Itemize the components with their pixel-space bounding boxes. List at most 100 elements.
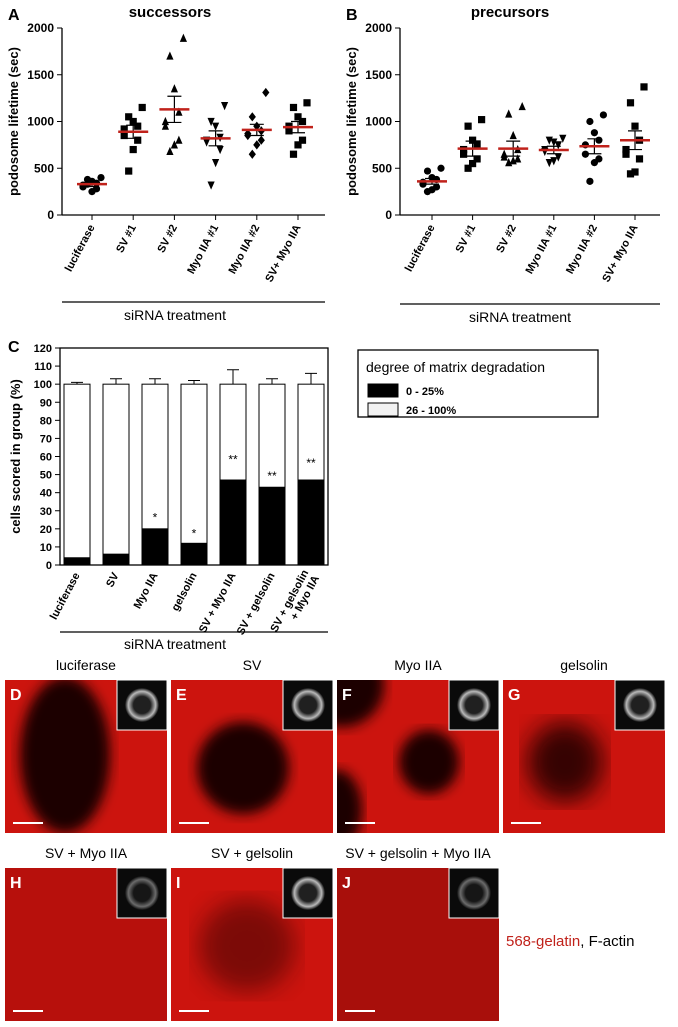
x-tick-label: Myo IIA #2 (564, 223, 600, 276)
point (120, 131, 128, 140)
micrograph: D (5, 679, 168, 833)
y-tick-label: 2000 (365, 21, 392, 35)
y-tick-label: 10 (40, 542, 52, 554)
panel-letter: G (508, 687, 520, 704)
point (216, 145, 224, 155)
image-caption: SV + gelsolin (211, 845, 293, 861)
point (207, 181, 215, 190)
x-tick-label: SV+ Myo IIA (600, 223, 640, 285)
point (212, 122, 220, 131)
point (170, 84, 178, 93)
error-bar (266, 378, 278, 385)
point (166, 146, 174, 156)
spots (20, 680, 110, 833)
x-tick-label: SV+ Myo IIA (263, 223, 303, 285)
image-caption: SV (243, 657, 262, 673)
legend-label: 26 - 100% (406, 405, 456, 417)
point (161, 121, 169, 130)
legend-title: degree of matrix degradation (366, 359, 545, 375)
significance: ** (267, 469, 277, 483)
panel-letter: B (346, 7, 358, 24)
degradation-spot (199, 900, 295, 992)
point (212, 159, 220, 168)
point (554, 153, 562, 162)
y-tick-label: 500 (372, 161, 392, 175)
category-points (120, 103, 146, 175)
panel-letter: E (176, 687, 187, 704)
point (203, 138, 211, 147)
inset-cell (623, 688, 657, 722)
panel-letter: I (176, 875, 180, 892)
x-axis-label: siRNA treatment (469, 309, 571, 325)
point (175, 107, 183, 116)
significance: * (153, 510, 158, 524)
y-tick-label: 80 (40, 415, 52, 427)
point (473, 140, 481, 148)
y-tick-label: 90 (40, 397, 52, 409)
x-tick-label: SV (104, 570, 122, 589)
spots (199, 900, 295, 992)
image-caption: SV + Myo IIA (45, 845, 128, 861)
micrograph: G (503, 679, 666, 833)
point (423, 167, 432, 175)
point (631, 122, 639, 130)
point (505, 109, 513, 118)
degradation-spot (337, 680, 384, 727)
category-points (244, 87, 270, 159)
point (257, 135, 265, 145)
point (464, 164, 472, 172)
spots (197, 722, 289, 814)
image-caption: gelsolin (560, 657, 607, 673)
point (590, 129, 599, 137)
point (294, 141, 302, 149)
point (518, 101, 526, 111)
panel-letter: D (10, 687, 22, 704)
point (586, 117, 594, 126)
point (586, 177, 594, 185)
point (134, 122, 142, 130)
bar-segment (63, 383, 91, 559)
y-tick-label: 110 (34, 361, 52, 373)
bar-segment (297, 479, 325, 566)
point (500, 152, 508, 161)
x-tick-label: SV #2 (155, 223, 180, 255)
x-tick-label: SV #1 (454, 223, 479, 255)
y-tick-label: 0 (385, 208, 392, 222)
y-tick-label: 20 (40, 524, 52, 536)
inset-cell (457, 876, 491, 910)
point (469, 159, 477, 168)
point (473, 155, 481, 163)
y-tick-label: 1000 (27, 115, 54, 129)
x-axis-label: siRNA treatment (124, 307, 226, 323)
point (129, 117, 137, 126)
point (175, 135, 183, 144)
y-axis-label: cells scored in group (%) (8, 379, 23, 534)
point (559, 134, 567, 143)
stain-red: 568-gelatin (506, 933, 580, 950)
micrograph: F (337, 679, 500, 833)
panel-letter: C (8, 339, 20, 356)
error-bar (149, 378, 161, 385)
point (120, 125, 128, 133)
chart-title: precursors (471, 4, 549, 21)
error-bar (110, 378, 122, 385)
point (545, 159, 553, 168)
micrograph: J (337, 867, 500, 1021)
bar-segment (102, 553, 130, 566)
error-bar (71, 381, 83, 385)
y-tick-label: 30 (40, 506, 52, 518)
point (509, 156, 517, 165)
y-tick-label: 1000 (365, 115, 392, 129)
bar-segment (180, 383, 208, 544)
bar-segment (141, 528, 169, 566)
degradation-spot (399, 730, 459, 794)
point (509, 130, 517, 140)
point (298, 136, 307, 144)
category-points (500, 101, 526, 167)
micrograph: H (5, 867, 168, 1021)
point (161, 116, 169, 126)
point (626, 170, 635, 178)
point (129, 145, 137, 154)
inset-cell (125, 688, 159, 722)
